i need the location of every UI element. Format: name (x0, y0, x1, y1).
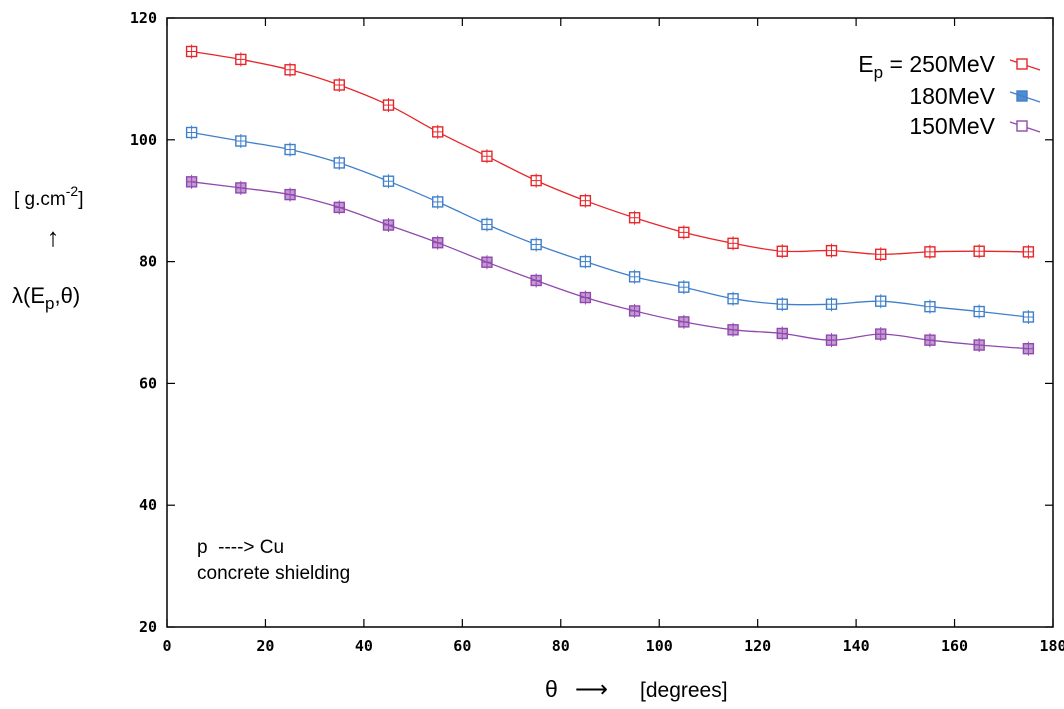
x-tick-label: 140 (843, 637, 870, 655)
data-point-180MeV (432, 194, 444, 209)
series-line-150MeV (191, 181, 1029, 350)
data-point-250MeV (1022, 244, 1035, 259)
data-point-180MeV (973, 304, 985, 319)
y-tick-label: 60 (139, 374, 157, 392)
x-axis-arrow: ⟶ (575, 676, 608, 702)
series-line-180MeV (191, 131, 1029, 318)
y-axis-label: λ(Ep,θ) (12, 283, 80, 313)
data-point-150MeV (530, 273, 542, 288)
x-tick-label: 160 (941, 637, 968, 655)
series-line-250MeV (191, 50, 1029, 255)
data-point-150MeV (628, 303, 641, 318)
data-point-250MeV (530, 173, 542, 188)
axis-ticks: 0 20 40 60 80 100 120 140 160 180 20 40 60 80 100 120 (130, 9, 1064, 655)
data-point-180MeV (924, 299, 936, 314)
data-point-180MeV (678, 280, 690, 295)
data-point-180MeV (579, 254, 592, 269)
data-point-150MeV (973, 338, 985, 353)
x-tick-label: 120 (744, 637, 771, 655)
data-point-150MeV (432, 235, 444, 250)
data-point-250MeV (825, 243, 838, 258)
data-point-150MeV (579, 290, 592, 305)
data-point-250MeV (333, 77, 345, 92)
plot-frame (166, 17, 1054, 628)
legend-prefix-eq: = (883, 51, 909, 77)
data-point-150MeV (776, 326, 788, 341)
data-point-150MeV (924, 333, 936, 348)
x-tick-label: 80 (552, 637, 570, 655)
x-axis-unit: [degrees] (640, 679, 728, 702)
data-point-180MeV (727, 291, 739, 306)
x-axis-symbol: θ (545, 676, 558, 702)
data-point-150MeV (333, 200, 345, 215)
y-tick-label: 20 (139, 618, 157, 636)
x-tick-label: 0 (162, 637, 171, 655)
data-point-250MeV (678, 225, 690, 240)
y-tick-label: 40 (139, 496, 157, 514)
data-point-180MeV (628, 269, 641, 284)
data-point-180MeV (284, 142, 296, 157)
x-tick-label: 20 (256, 637, 274, 655)
data-point-180MeV (776, 297, 788, 312)
data-point-250MeV (579, 193, 592, 208)
data-point-150MeV (382, 218, 395, 233)
data-point-180MeV (1022, 310, 1035, 325)
legend-sample-marker-180MeV (1016, 90, 1028, 102)
legend-label-180MeV: 180MeV (909, 83, 995, 109)
data-point-250MeV (185, 44, 198, 59)
y-tick-label: 80 (139, 253, 157, 271)
data-point-150MeV (1022, 341, 1035, 356)
data-point-150MeV (727, 322, 739, 337)
data-point-150MeV (185, 174, 198, 189)
y-axis-unit: [ g.cm-2] (14, 183, 83, 210)
y-axis-arrow: ↑ (47, 222, 60, 252)
x-tick-label: 100 (646, 637, 673, 655)
data-point-180MeV (481, 217, 493, 232)
legend-prefix-sub: p (874, 63, 883, 82)
data-point-180MeV (235, 134, 247, 149)
data-point-250MeV (235, 52, 247, 67)
data-point-150MeV (235, 180, 247, 195)
data-point-180MeV (825, 297, 838, 312)
annotation-shielding: concrete shielding (197, 563, 350, 584)
data-point-150MeV (284, 187, 296, 202)
data-point-250MeV (727, 236, 739, 251)
data-point-150MeV (481, 255, 493, 270)
data-point-250MeV (382, 98, 395, 113)
y-tick-label: 100 (130, 131, 157, 149)
x-tick-label: 40 (355, 637, 373, 655)
y-tick-label: 120 (130, 9, 157, 27)
data-point-250MeV (432, 124, 444, 139)
data-point-250MeV (875, 247, 887, 262)
legend-sample-marker-250MeV (1016, 58, 1028, 70)
legend-prefix: E (858, 51, 873, 77)
legend-label-250MeV: Ep = 250MeV (858, 51, 995, 82)
data-point-250MeV (973, 244, 985, 259)
data-point-150MeV (678, 314, 690, 329)
data-point-180MeV (875, 294, 887, 309)
x-tick-label: 180 (1039, 637, 1064, 655)
data-point-180MeV (530, 237, 542, 252)
data-point-250MeV (481, 149, 493, 164)
data-point-150MeV (875, 327, 887, 342)
data-point-180MeV (333, 155, 345, 170)
annotation-reaction: p ----> Cu (197, 537, 284, 558)
series-group (185, 44, 1035, 356)
data-point-250MeV (776, 244, 788, 259)
x-tick-label: 60 (453, 637, 471, 655)
legend-label-150MeV: 150MeV (909, 113, 995, 139)
data-point-180MeV (185, 125, 198, 140)
data-point-250MeV (284, 62, 296, 77)
data-point-250MeV (628, 210, 641, 225)
data-point-180MeV (382, 174, 395, 189)
legend-series-name: 250MeV (909, 51, 995, 77)
data-point-150MeV (825, 333, 838, 348)
data-point-250MeV (924, 244, 936, 259)
legend-sample-marker-150MeV (1016, 120, 1028, 132)
